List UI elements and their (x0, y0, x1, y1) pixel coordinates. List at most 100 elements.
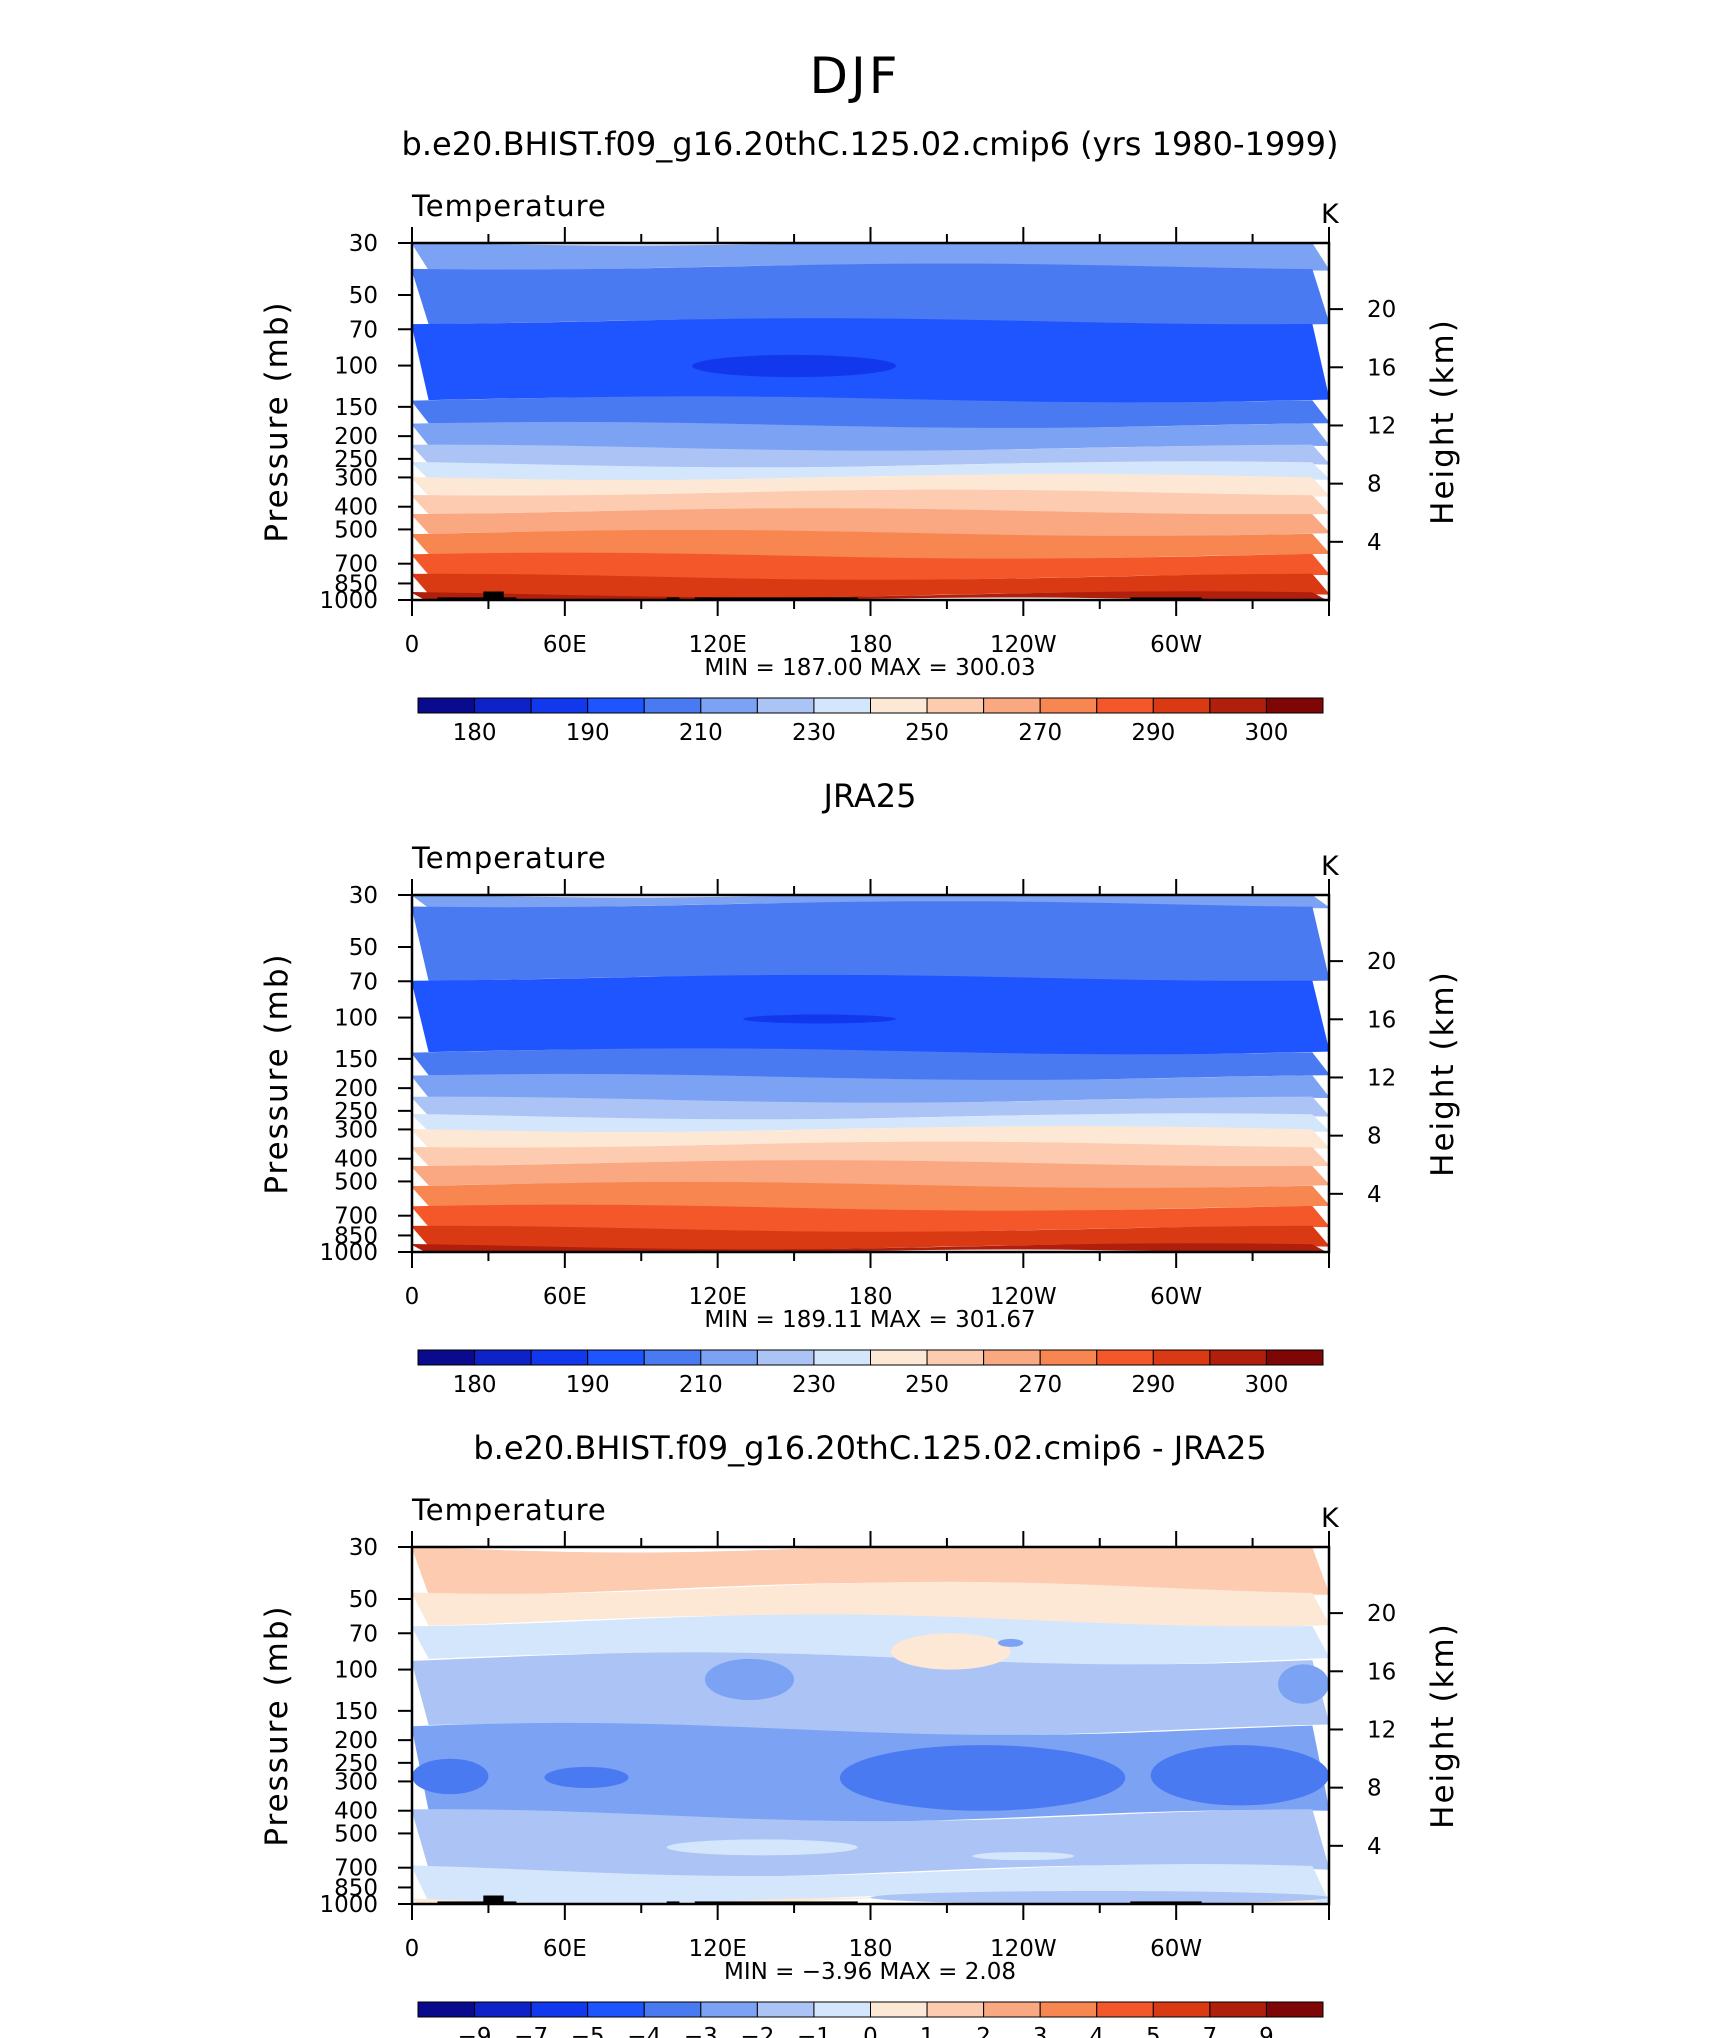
right-axis-label: Height (km) (1425, 970, 1461, 1177)
colorbar-swatch (643, 1349, 702, 1366)
anomaly-contour (544, 1766, 629, 1788)
y-tick-label: 850 (334, 1223, 378, 1249)
y-tick-label: 150 (334, 395, 378, 421)
y-tick-label: 850 (334, 1875, 378, 1901)
y-tick-label: 70 (349, 1621, 378, 1647)
y-tick-label: 400 (334, 1799, 378, 1825)
colorbar-label: 300 (1244, 1372, 1288, 1398)
colorbar-swatch (1039, 1349, 1098, 1366)
y-tick-label: 50 (349, 283, 378, 309)
contour-band (412, 461, 1329, 481)
height-tick-label: 8 (1367, 1776, 1382, 1802)
x-tick-label: 60W (1150, 1936, 1202, 1962)
x-tick-label: 120E (688, 1936, 746, 1962)
colorbar-label: −9 (458, 2024, 492, 2038)
height-tick-label: 20 (1367, 1601, 1396, 1627)
contour-band (412, 895, 1329, 909)
contour-band (412, 489, 1329, 516)
y-tick-label: 30 (349, 883, 378, 909)
topography-mask (437, 597, 517, 600)
y-tick-label: 200 (334, 424, 378, 450)
colorbar-swatch (1209, 697, 1267, 714)
x-tick-label: 180 (849, 1936, 893, 1962)
contour-band (412, 1243, 1327, 1252)
y-axis-label: Pressure (mb) (259, 300, 295, 542)
colorbar-label: −4 (627, 2024, 661, 2038)
contour-band (412, 1141, 1329, 1168)
colorbar-label: −5 (571, 2024, 605, 2038)
colorbar-label: 7 (1203, 2024, 1218, 2038)
y-tick-label: 150 (334, 1047, 378, 1073)
y-tick-label: 500 (334, 1169, 378, 1195)
units-label: K (1321, 851, 1340, 882)
y-tick-label: 30 (349, 231, 378, 257)
colorbar-label: −3 (684, 2024, 718, 2038)
colorbar-label: 0 (863, 2024, 878, 2038)
topography-mask (666, 597, 680, 600)
units-label: K (1321, 199, 1340, 230)
y-axis-label: Pressure (mb) (259, 952, 295, 1194)
colorbar-label: 230 (792, 720, 836, 746)
colorbar-label: 1 (920, 2024, 935, 2038)
colorbar-label: 180 (453, 720, 497, 746)
colorbar-label: 290 (1131, 1372, 1175, 1398)
colorbar-swatch (700, 2001, 758, 2018)
contour-band (412, 1125, 1329, 1149)
colorbar-swatch (587, 1349, 645, 1366)
colorbar-swatch (1039, 2001, 1098, 2018)
height-tick-label: 12 (1367, 1065, 1396, 1091)
contour-field (412, 1547, 1329, 1904)
colorbar-swatch (983, 2001, 1041, 2018)
contour-band (412, 1113, 1329, 1133)
colorbar-swatch (1039, 697, 1098, 714)
y-tick-label: 700 (334, 1204, 378, 1230)
colorbar-label: −2 (740, 2024, 774, 2038)
colorbar-swatch (756, 2001, 815, 2018)
cold-core-contour (743, 1014, 896, 1024)
colorbar-swatch (870, 1349, 928, 1366)
colorbar-swatch (474, 2001, 532, 2018)
colorbar-label: 9 (1259, 2024, 1274, 2038)
topography-mask (483, 591, 504, 600)
anomaly-contour (997, 1638, 1024, 1647)
height-tick-label: 12 (1367, 1717, 1396, 1743)
y-tick-label: 50 (349, 935, 378, 961)
colorbar-swatch (813, 697, 871, 714)
colorbar-swatch (1096, 1349, 1154, 1366)
y-tick-label: 70 (349, 969, 378, 995)
colorbar-swatch (1096, 2001, 1154, 2018)
colorbar-swatch (643, 697, 702, 714)
contour-band (412, 1581, 1329, 1628)
colorbar-swatch (926, 2001, 985, 2018)
colorbar-swatch (474, 1349, 532, 1366)
right-axis-label: Height (km) (1425, 318, 1461, 525)
x-tick-label: 60E (543, 1284, 587, 1310)
contour-band (412, 263, 1329, 326)
colorbar-swatch (1265, 2001, 1324, 2018)
variable-label: Temperature (411, 1493, 607, 1527)
units-label: K (1321, 1503, 1340, 1534)
contour-field (412, 895, 1329, 1252)
anomaly-contour (666, 1839, 858, 1856)
height-tick-label: 8 (1367, 472, 1382, 498)
colorbar-label: −1 (797, 2024, 831, 2038)
colorbar-swatch (813, 1349, 871, 1366)
anomaly-contour (1150, 1745, 1329, 1806)
anomaly-contour (890, 1633, 1011, 1670)
y-tick-label: 1000 (319, 588, 378, 614)
panel-title: b.e20.BHIST.f09_g16.20thC.125.02.cmip6 (… (402, 125, 1339, 163)
panel-3: b.e20.BHIST.f09_g16.20thC.125.02.cmip6 -… (259, 1429, 1461, 2038)
colorbar-swatch (870, 2001, 928, 2018)
panels: b.e20.BHIST.f09_g16.20thC.125.02.cmip6 (… (259, 125, 1461, 2038)
contour-band (412, 243, 1329, 271)
min-max-label: MIN = −3.96 MAX = 2.08 (724, 1959, 1016, 1985)
x-tick-label: 0 (405, 632, 420, 658)
topography-mask (694, 597, 858, 600)
y-tick-label: 400 (334, 495, 378, 521)
height-tick-label: 20 (1367, 949, 1396, 975)
height-tick-label: 16 (1367, 1007, 1396, 1033)
anomaly-contour (870, 1890, 1329, 1904)
colorbar-label: 290 (1131, 720, 1175, 746)
contour-band (412, 1547, 1329, 1595)
